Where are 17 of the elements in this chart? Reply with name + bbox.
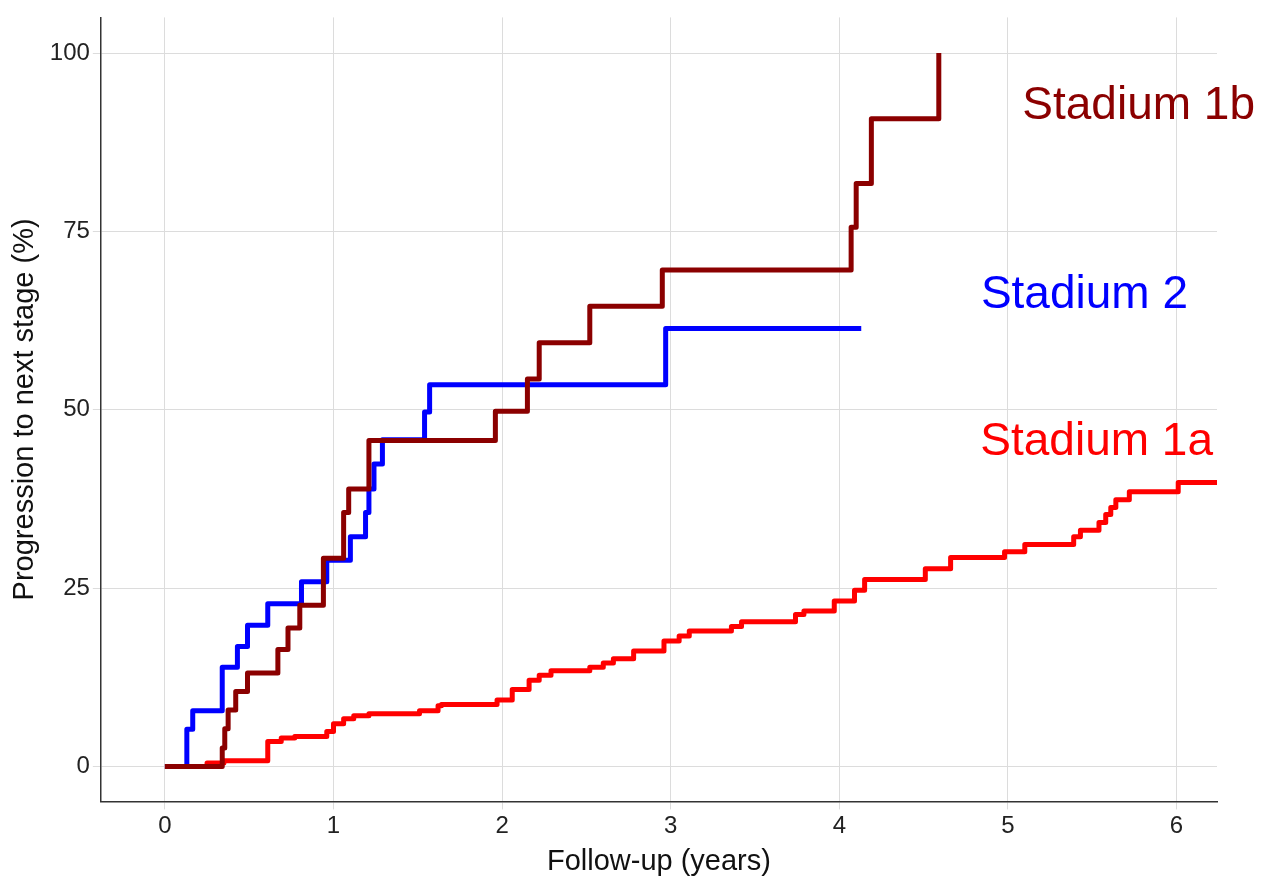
x-tick-label: 0 (158, 811, 172, 839)
series-label: Stadium 1a (980, 412, 1214, 465)
x-tick-label: 4 (832, 811, 847, 839)
x-tick-label: 5 (1001, 811, 1015, 839)
y-tick-label: 75 (63, 216, 90, 244)
y-tick-label: 50 (63, 394, 90, 422)
y-tick-label: 25 (63, 572, 90, 600)
x-tick-label: 2 (495, 811, 509, 839)
x-tick-label: 1 (326, 811, 341, 839)
y-tick-label: 100 (49, 37, 90, 65)
y-tick-label: 0 (76, 751, 90, 779)
y-axis-title: Progression to next stage (%) (7, 218, 40, 601)
text: Stadium 2 (980, 266, 1188, 319)
series-label: Stadium 1b (1022, 76, 1255, 129)
x-tick-label: 6 (1169, 811, 1184, 839)
x-axis-title: Follow-up (years) (546, 843, 771, 876)
x-tick-label: 3 (664, 811, 678, 839)
